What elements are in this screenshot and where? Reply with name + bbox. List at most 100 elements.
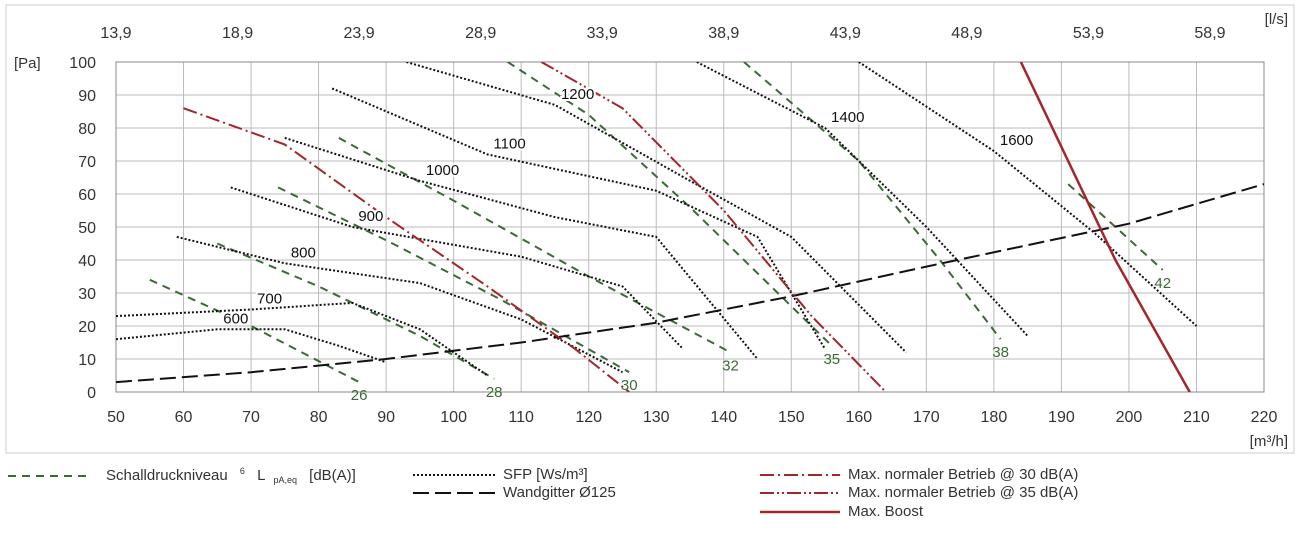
chart-frame bbox=[5, 4, 1295, 454]
curve-label-sound-26: 26 bbox=[351, 387, 368, 404]
curve-label-sound-42: 42 bbox=[1154, 275, 1171, 292]
x-tick-label: 150 bbox=[778, 409, 805, 426]
legend-swatch-boost bbox=[760, 510, 840, 513]
grid bbox=[115, 61, 1265, 393]
y-tick-label: 60 bbox=[78, 187, 96, 204]
legend-item-sfp: SFP [Ws/m³] bbox=[413, 466, 588, 483]
series-line-boost bbox=[1019, 62, 1191, 392]
y-tick-label: 0 bbox=[87, 385, 96, 402]
curve-label-sound-32: 32 bbox=[722, 357, 739, 374]
x-tick-label: 120 bbox=[575, 409, 602, 426]
x-tick-label: 170 bbox=[913, 409, 940, 426]
curve-labels: 26 28 30 32 35 38 42 600 700 800 900 1000 1100 1200 14… bbox=[221, 84, 1171, 404]
curve-label-sfp-700: 700 bbox=[257, 291, 282, 308]
legend-swatch-wall bbox=[413, 491, 495, 494]
legend-item-wall: Wandgitter Ø125 bbox=[413, 484, 616, 501]
x-tick-label: 200 bbox=[1116, 409, 1143, 426]
x-tick-label: 60 bbox=[175, 409, 193, 426]
y-tick-label: 30 bbox=[78, 286, 96, 303]
chart: 50 60 70 80 90 100 110 120 130 140 150 160 170 180 190… bbox=[5, 4, 1295, 454]
x-tick-label: 50 bbox=[107, 409, 125, 426]
series-line-max35 bbox=[540, 62, 887, 392]
legend-sound-sym: L bbox=[257, 467, 266, 484]
curve-label-sfp-900: 900 bbox=[358, 208, 383, 225]
y-tick-label: 40 bbox=[78, 253, 96, 270]
x-tick-label: 90 bbox=[377, 409, 395, 426]
series-line-sfp-1400 bbox=[696, 62, 1029, 337]
x-tick-label: 190 bbox=[1048, 409, 1075, 426]
x-tick-label: 180 bbox=[981, 409, 1008, 426]
x-tick-label: 80 bbox=[310, 409, 328, 426]
curve-label-sound-30: 30 bbox=[621, 377, 638, 394]
x-tick-label: 160 bbox=[845, 409, 872, 426]
x-top-tick-label: 58,9 bbox=[1194, 25, 1225, 42]
series-line-wall bbox=[116, 183, 1264, 384]
series-line-sfp-1200 bbox=[406, 62, 907, 354]
series-line-max30 bbox=[183, 107, 630, 392]
legend-label-boost: Max. Boost bbox=[848, 503, 924, 520]
y-tick-label: 80 bbox=[78, 121, 96, 138]
x-top-tick-label: 43,9 bbox=[830, 25, 861, 42]
legend-sound-text: Schalldruckniveau bbox=[106, 467, 228, 484]
y-tick-label: 90 bbox=[78, 88, 96, 105]
series-line-sfp-1100 bbox=[331, 87, 826, 350]
series-line-sfp-600 bbox=[116, 328, 387, 364]
series-line-sound-26 bbox=[149, 278, 360, 383]
series-line-sound-32 bbox=[338, 137, 731, 354]
legend-swatch-max35 bbox=[760, 491, 840, 494]
curve-label-sfp-1600: 1600 bbox=[1000, 132, 1033, 149]
x-tick-label: 70 bbox=[242, 409, 260, 426]
x-tick-label: 210 bbox=[1183, 409, 1210, 426]
y-tick-label: 10 bbox=[78, 352, 96, 369]
legend-label-wall: Wandgitter Ø125 bbox=[503, 484, 616, 501]
legend-swatch-sfp bbox=[413, 473, 495, 476]
legend-sound-sup: 6 bbox=[239, 466, 245, 476]
x-top-tick-label: 18,9 bbox=[222, 25, 253, 42]
curve-label-sound-38: 38 bbox=[992, 344, 1009, 361]
curve-label-sfp-1400: 1400 bbox=[831, 109, 864, 126]
curve-label-sfp-800: 800 bbox=[291, 244, 316, 261]
x-top-tick-label: 23,9 bbox=[344, 25, 375, 42]
curve-label-sfp-600: 600 bbox=[223, 310, 248, 327]
plot-area bbox=[115, 61, 1265, 393]
series-line-sfp-800 bbox=[176, 235, 623, 374]
legend-swatch-max30 bbox=[760, 473, 840, 476]
curve-label-sound-35: 35 bbox=[823, 351, 840, 368]
legend-sound-unit: [dB(A)] bbox=[309, 467, 356, 484]
series-line-sound-38 bbox=[743, 62, 1002, 340]
x-top-tick-label: 38,9 bbox=[708, 25, 739, 42]
legend-swatch-sound bbox=[8, 474, 90, 477]
legend-item-max35: Max. normaler Betrieb @ 35 dB(A) bbox=[760, 484, 1078, 501]
legend-label-sfp: SFP [Ws/m³] bbox=[503, 466, 588, 483]
y-tick-label: 70 bbox=[78, 154, 96, 171]
legend-label-max35: Max. normaler Betrieb @ 35 dB(A) bbox=[848, 484, 1079, 501]
x-tick-label: 110 bbox=[508, 409, 534, 426]
x-top-tick-label: 33,9 bbox=[587, 25, 618, 42]
x-top-tick-label: 53,9 bbox=[1073, 25, 1104, 42]
x-tick-label: 220 bbox=[1251, 409, 1278, 426]
series-line-sfp-1600 bbox=[858, 62, 1198, 327]
x-tick-label: 100 bbox=[440, 409, 467, 426]
series-line-sfp-1000 bbox=[284, 136, 759, 360]
y-axis-unit: [Pa] bbox=[14, 55, 41, 72]
series-line-sfp-700 bbox=[116, 301, 488, 377]
series-line-sfp-900 bbox=[230, 186, 684, 350]
series-line-sound-35 bbox=[507, 62, 833, 347]
x-tick-label: 130 bbox=[643, 409, 670, 426]
legend-sound-sub: pA,eq bbox=[273, 475, 297, 485]
y-tick-label: 20 bbox=[78, 319, 96, 336]
x-top-tick-label: 48,9 bbox=[951, 25, 982, 42]
curve-label-sfp-1100: 1100 bbox=[493, 135, 525, 152]
curve-label-sfp-1000: 1000 bbox=[426, 162, 459, 179]
series-layer bbox=[116, 62, 1264, 392]
curve-label-sound-28: 28 bbox=[486, 384, 503, 401]
x-top-tick-label: 13,9 bbox=[100, 25, 131, 42]
legend-item-max30: Max. normaler Betrieb @ 30 dB(A) bbox=[760, 466, 1078, 483]
y-tick-label: 50 bbox=[78, 220, 96, 237]
axes: 50 60 70 80 90 100 110 120 130 140 150 160 170 180 190… bbox=[14, 11, 1288, 450]
x-axis-unit: [m³/h] bbox=[1250, 433, 1288, 450]
y-tick-label: 100 bbox=[69, 55, 96, 72]
x-tick-label: 140 bbox=[710, 409, 737, 426]
